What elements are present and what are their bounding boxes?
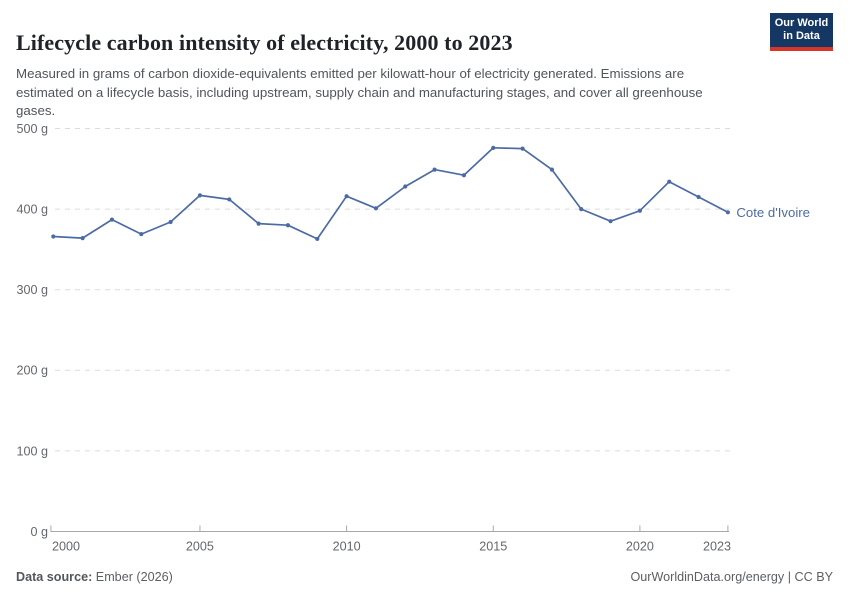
data-point [637,208,643,213]
line-chart: 0 g 100 g 200 g 300 g 400 g 500 g 2000 2005 2010… [16,122,810,554]
data-point [373,206,379,211]
chart-subtitle: Measured in grams of carbon dioxide-equi… [16,66,703,119]
data-point [491,145,496,150]
data-point [667,179,672,184]
data-point [461,173,467,178]
y-tick-label: 500 g [16,122,48,136]
data-point [403,184,408,189]
attribution-link[interactable]: OurWorldinData.org/energy | CC BY [630,570,833,584]
data-point [168,219,173,225]
data-point [520,146,525,151]
data-point [256,221,261,226]
data-point [197,193,203,198]
page-title: Lifecycle carbon intensity of electricit… [16,29,513,55]
y-tick-label: 0 g [30,525,48,539]
chart-footer: Data source: Ember (2026) OurWorldinData… [16,568,833,586]
data-point [80,236,85,241]
x-tick-label: 2010 [333,540,361,554]
x-tick-label: 2023 [703,540,731,554]
y-tick-label: 300 g [16,283,48,297]
data-point [139,231,144,237]
data-point [344,194,349,199]
x-tick-label: 2015 [479,540,507,554]
data-line [52,146,729,240]
logo-line-2: in Data [783,30,820,42]
logo-line-1: Our World [774,17,829,29]
x-tick-label: 2020 [626,540,654,554]
x-tick-label: 2000 [52,540,80,554]
y-tick-label: 200 g [16,364,48,378]
data-point [608,219,613,224]
x-tick-label: 2005 [186,540,214,554]
entity-label: Cote d'Ivoire [736,205,810,220]
y-tick-label: 400 g [16,203,48,217]
data-source-value: Ember (2026) [92,570,173,584]
data-point [109,217,115,222]
data-source-label: Data source: [16,570,93,584]
data-point [432,167,437,172]
data-point [315,236,320,242]
owid-logo: Our World in Data [770,13,833,51]
data-point [285,223,291,228]
y-tick-label: 100 g [16,444,48,458]
data-point [579,207,584,212]
data-point [549,167,555,172]
data-point [51,234,56,239]
data-point [227,197,232,202]
data-point [725,210,730,215]
data-source: Data source: Ember (2026) [16,570,173,584]
data-point [696,194,701,200]
chart-area: 0 g 100 g 200 g 300 g 400 g 500 g 2000 2005 2010… [0,110,850,560]
